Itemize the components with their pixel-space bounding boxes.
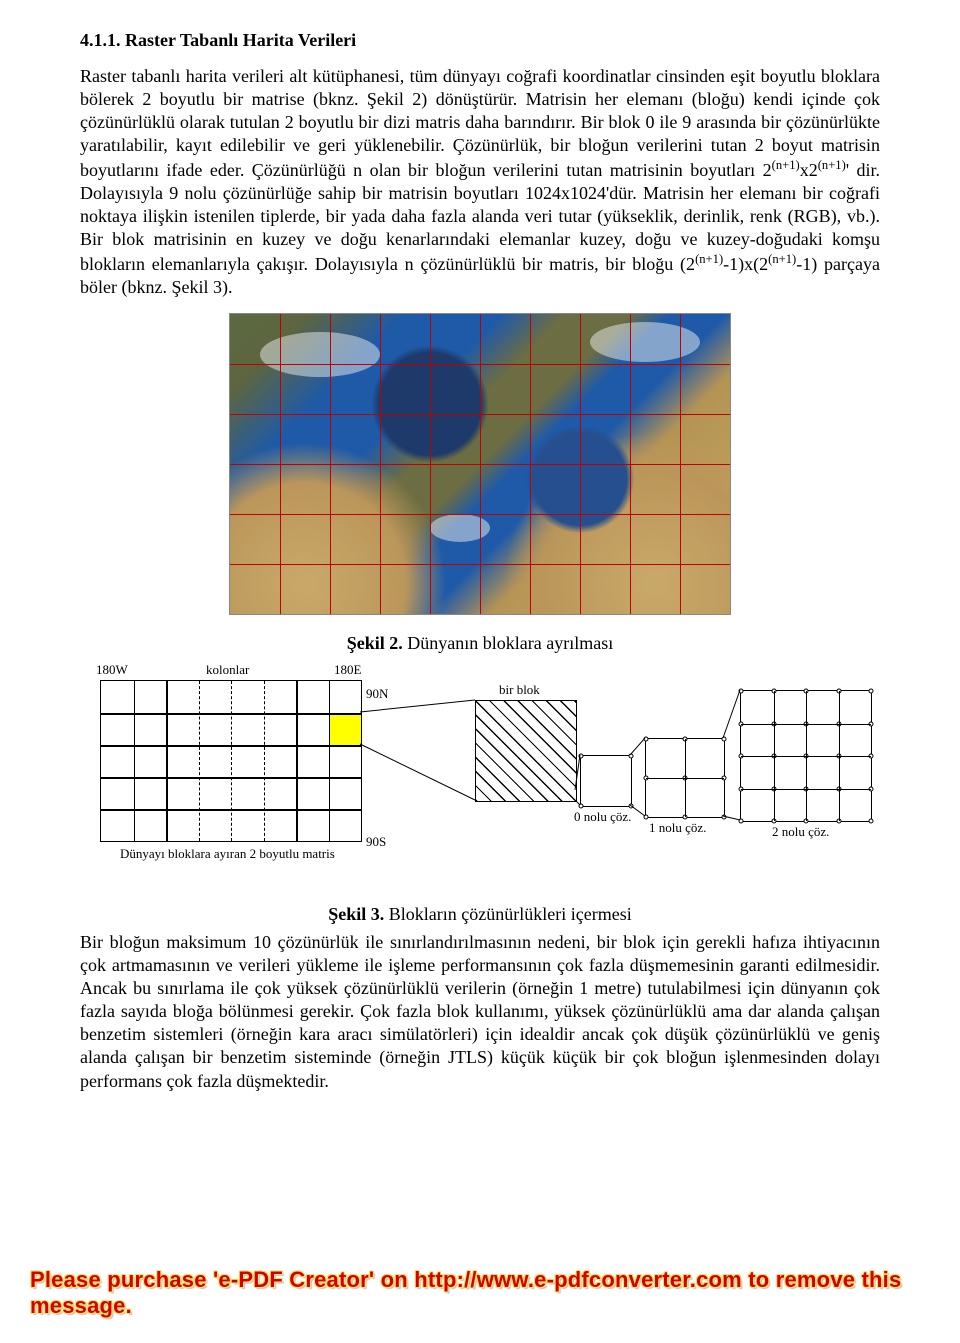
p1-sup2: (n+1) (818, 158, 846, 172)
section-heading: 4.1.1. Raster Tabanlı Harita Verileri (80, 30, 880, 51)
figure-3-caption: Şekil 3. Blokların çözünürlükleri içerme… (80, 904, 880, 925)
cloud-shape (430, 514, 490, 542)
satellite-map (229, 313, 731, 615)
paragraph-1: Raster tabanlı harita verileri alt kütüp… (80, 65, 880, 299)
p1-b: x2 (800, 160, 818, 180)
cloud-shape (590, 322, 700, 362)
p1-sup4: (n+1) (768, 252, 796, 266)
p1-a: Raster tabanlı harita verileri alt kütüp… (80, 66, 880, 180)
fig2-rest: Dünyanın bloklara ayrılması (403, 633, 613, 653)
fig3-bold: Şekil 3. (328, 904, 384, 924)
figure-2-map (80, 313, 880, 615)
paragraph-2: Bir bloğun maksimum 10 çözünürlük ile sı… (80, 931, 880, 1092)
page: 4.1.1. Raster Tabanlı Harita Verileri Ra… (0, 0, 960, 1343)
fig3-rest: Blokların çözünürlükleri içermesi (384, 904, 631, 924)
figure-2-caption: Şekil 2. Dünyanın bloklara ayrılması (80, 633, 880, 654)
fig2-bold: Şekil 2. (347, 633, 403, 653)
diagram-connectors (80, 660, 880, 890)
heading-number: 4.1.1. (80, 30, 121, 50)
heading-title: Raster Tabanlı Harita Verileri (125, 30, 356, 50)
figure-3-diagram: 180Wkolonlar180E90N90SDünyayı bloklara a… (80, 660, 880, 890)
p1-sup1: (n+1) (772, 158, 800, 172)
p1-sup3: (n+1) (695, 252, 723, 266)
cloud-shape (260, 332, 380, 377)
watermark-text: Please purchase 'e-PDF Creator' on http:… (30, 1267, 960, 1319)
p1-d: -1)x(2 (723, 254, 768, 274)
